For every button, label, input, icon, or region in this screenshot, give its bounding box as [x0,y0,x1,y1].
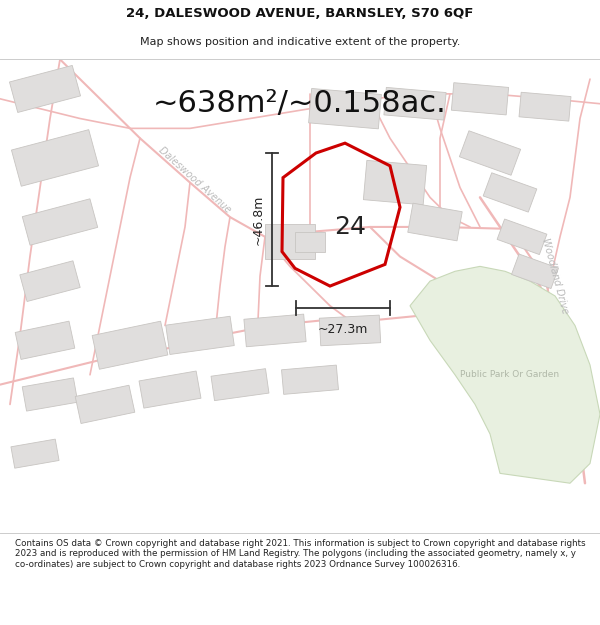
Text: ~27.3m: ~27.3m [318,322,368,336]
Bar [20,261,80,301]
Text: ~46.8m: ~46.8m [251,194,265,245]
Bar [166,316,234,354]
Text: ~638m²/~0.158ac.: ~638m²/~0.158ac. [153,89,447,118]
Bar [22,378,78,411]
Bar [10,66,80,112]
Text: Public Park Or Garden: Public Park Or Garden [460,370,560,379]
Bar [408,203,462,241]
Bar [22,199,98,245]
Bar [11,439,59,468]
Bar [244,314,306,347]
Text: Contains OS data © Crown copyright and database right 2021. This information is : Contains OS data © Crown copyright and d… [15,539,586,569]
Polygon shape [410,266,600,483]
Bar [75,385,135,424]
Bar [364,161,427,205]
Bar [460,131,521,175]
Bar [92,321,168,369]
Bar [519,92,571,121]
Bar [265,224,315,259]
Text: Map shows position and indicative extent of the property.: Map shows position and indicative extent… [140,36,460,47]
Text: 24, DALESWOOD AVENUE, BARNSLEY, S70 6QF: 24, DALESWOOD AVENUE, BARNSLEY, S70 6QF [127,6,473,19]
Bar [512,254,559,289]
Bar [483,173,537,212]
Bar [281,365,338,394]
Text: Daleswood Avenue: Daleswood Avenue [157,144,233,214]
Bar [211,369,269,401]
Bar [497,219,547,254]
Bar [451,82,509,115]
Text: 24: 24 [334,215,366,239]
Bar [384,88,446,120]
Bar [139,371,201,408]
Bar [308,89,382,129]
Bar [11,129,98,186]
Bar [295,232,325,252]
Text: Woodland Drive: Woodland Drive [540,238,570,315]
Bar [15,321,75,359]
Bar [319,315,380,346]
